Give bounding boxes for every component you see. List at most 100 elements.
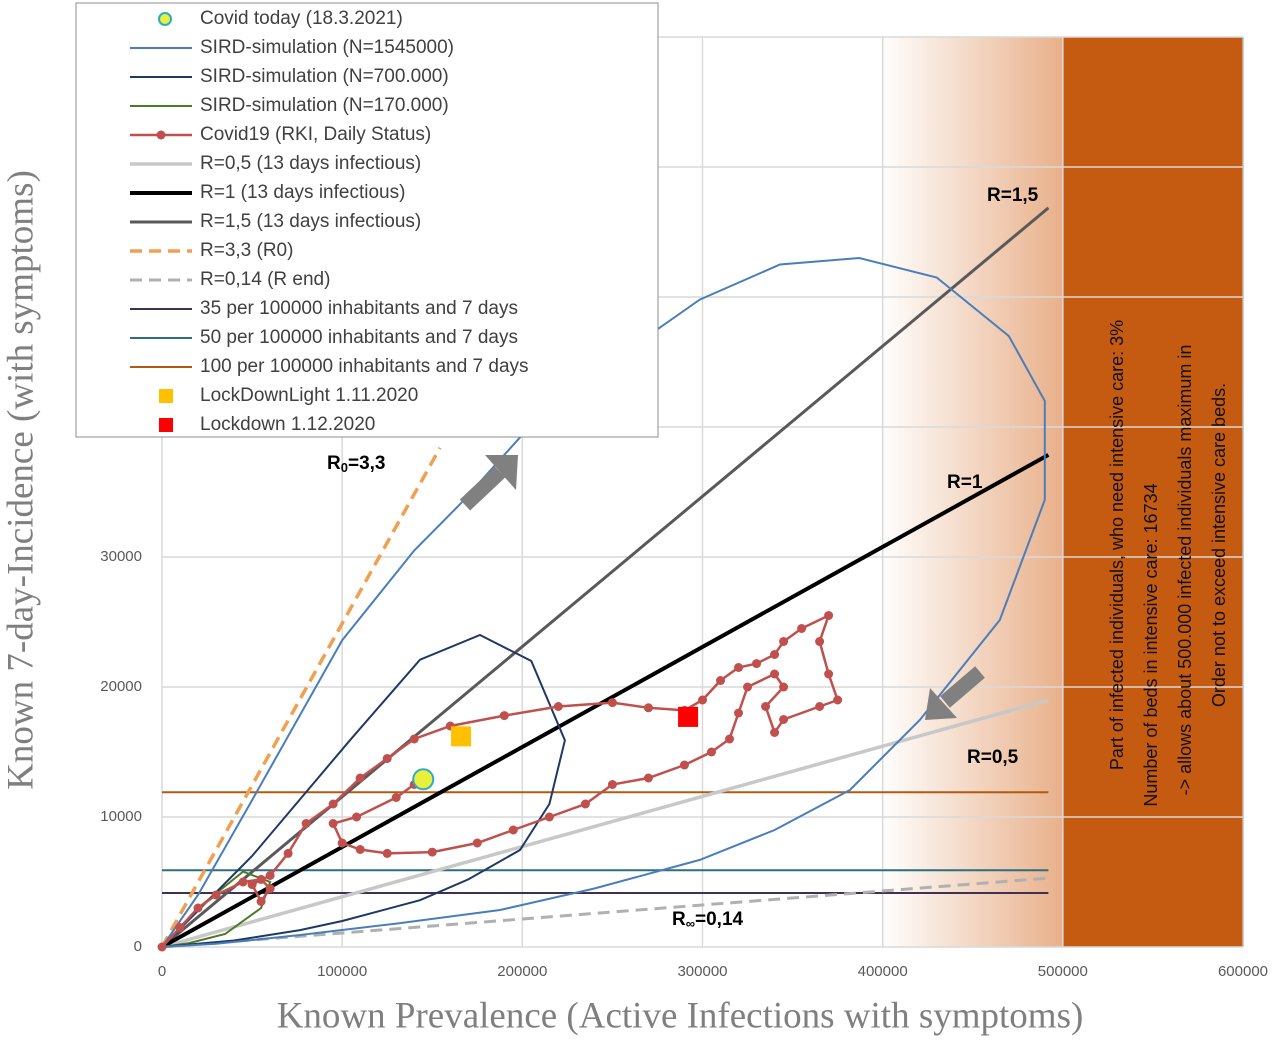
legend-symbol [158,12,172,26]
y-tick-label: 30000 [100,548,142,565]
y-tick-label: 0 [134,938,142,955]
arrows [459,455,985,720]
annotation-part: R [672,909,686,930]
series-line [161,256,1046,948]
data-point [337,838,347,848]
data-point [391,793,401,802]
x-tick-label: 300000 [677,963,727,980]
data-point [770,728,780,737]
data-point [472,838,482,848]
annotation-part: R [327,453,341,474]
y-tick-label: 10000 [100,808,142,825]
annotation: R0=3,3 [327,453,385,475]
annotation-part: R=1 [947,472,983,493]
series-line [161,876,1049,949]
legend-label: SIRD-simulation (N=170.000) [200,95,449,116]
data-point [725,734,735,744]
legend-label: Lockdown 1.12.2020 [200,414,375,435]
data-point [734,663,744,672]
legend-label: LockDownLight 1.11.2020 [200,385,418,406]
data-point [779,682,789,692]
legend-symbol [159,389,173,403]
labels: Known Prevalence (Active Infections with… [0,170,1268,1036]
data-point [256,897,266,906]
data-point [698,695,707,705]
legend-label: 50 per 100000 inhabitants and 7 days [200,327,518,348]
data-point [175,923,185,932]
data-point [643,703,653,713]
legend-label: Covid19 (RKI, Daily Status) [200,124,431,145]
arrow-head [485,455,518,490]
note-line: Number of beds in intensive care: 16734 [1141,483,1161,806]
legend-box [75,2,659,438]
data-point [607,698,617,708]
annotation-part: =3,3 [348,453,386,474]
data-point [734,708,744,718]
legend-label: R=0,14 (R end) [200,269,330,290]
data-point [382,754,392,763]
capacity-zone [1063,37,1243,947]
data-point [607,780,617,789]
annotation: R=1,5 [987,185,1039,206]
series-line [161,453,1050,949]
data-point [580,799,590,809]
shading [880,37,1063,947]
x-tick-label: 400000 [858,963,908,980]
data-point [833,695,843,705]
data-point [716,676,726,685]
legend-label: R=1,5 (13 days infectious) [200,211,421,232]
data-point [679,760,689,770]
data-point [265,871,275,880]
annotation-part: =0,14 [695,909,744,930]
data-point [355,773,365,783]
data-point [752,659,762,669]
data-point [770,669,780,679]
annotation: R∞=0,14 [672,909,744,931]
arrow [940,666,985,708]
annotation: R=0,5 [967,747,1019,768]
data-point [265,884,275,893]
series-line [161,633,566,948]
data-point [451,726,472,747]
data-point [678,706,699,727]
x-tick-label: 100000 [317,963,367,980]
legend-label: 100 per 100000 inhabitants and 7 days [200,356,529,377]
data-point [352,812,362,822]
series-line [160,446,442,948]
data-point [328,819,338,828]
data-point [238,877,248,887]
legend-label: R=0,5 (13 days infectious) [200,153,421,174]
y-tick-label: 20000 [100,678,142,695]
data-point [824,611,834,620]
plot: R=1,5 R=1 R=0,5 R0=3,3 R∞=0,14 Part of infect… [157,185,1229,952]
legend-label: 35 per 100000 inhabitants and 7 days [200,298,518,319]
x-tick-label: 200000 [497,963,547,980]
data-point [211,890,221,900]
data-point [328,799,338,809]
data-point [815,637,825,646]
x-tick-label: 600000 [1218,963,1268,980]
legend: Covid today (18.3.2021) SIRD-simulation (… [75,2,659,438]
arrow [459,466,506,511]
x-tick-label: 500000 [1038,963,1088,980]
data-point [301,819,311,828]
data-point [157,942,167,952]
annotation-part: R=0,5 [967,747,1019,768]
annotation: R=1 [947,472,983,493]
data-point [779,637,789,646]
legend-symbol [159,418,173,432]
data-point [382,848,392,858]
data-point [508,825,518,835]
data-point [355,845,365,854]
note-line: Order not to exceed intensive care beds. [1209,383,1229,707]
data-point [412,768,435,791]
data-point [643,773,653,783]
data-point [427,847,437,857]
note-line: -> allows about 500.000 infected individ… [1175,345,1195,796]
y-axis-label: Known 7-day-Incidence (with symptoms) [0,170,41,790]
series-line [161,698,1049,949]
data-point [544,812,554,822]
data-point [247,880,257,890]
note-line: Part of infected individuals, who need i… [1107,320,1127,770]
